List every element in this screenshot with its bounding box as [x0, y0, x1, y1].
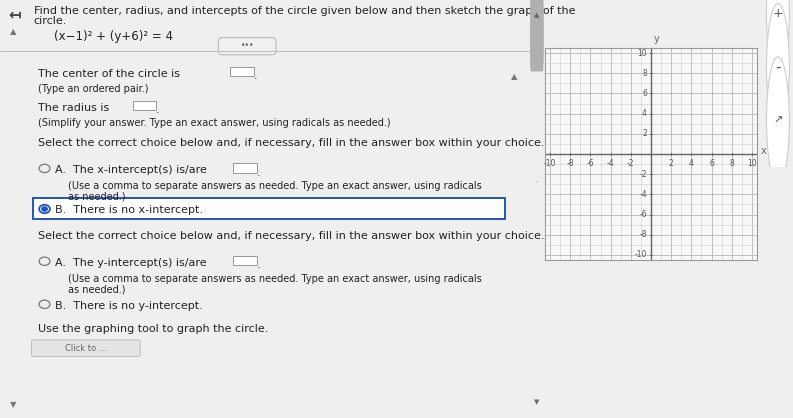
Text: 10: 10 — [638, 48, 647, 58]
FancyBboxPatch shape — [230, 67, 255, 76]
Text: Click to …: Click to … — [65, 344, 107, 353]
Text: ▲: ▲ — [10, 27, 17, 36]
Text: 4: 4 — [642, 109, 647, 118]
FancyBboxPatch shape — [32, 340, 140, 357]
Circle shape — [767, 3, 789, 130]
Text: 8: 8 — [730, 159, 734, 168]
Text: 6: 6 — [642, 89, 647, 98]
Text: (Use a comma to separate answers as needed. Type an exact answer, using radicals: (Use a comma to separate answers as need… — [68, 181, 481, 191]
Text: ↗: ↗ — [773, 115, 783, 125]
Text: ▼: ▼ — [10, 400, 17, 409]
Text: -2: -2 — [639, 170, 647, 178]
FancyBboxPatch shape — [33, 198, 505, 219]
Text: -4: -4 — [639, 190, 647, 199]
Text: B.  There is no x-intercept.: B. There is no x-intercept. — [56, 205, 204, 215]
Text: 8: 8 — [642, 69, 647, 78]
Text: .: . — [156, 105, 159, 115]
Text: -6: -6 — [639, 210, 647, 219]
Text: ▲: ▲ — [511, 72, 517, 82]
Text: The radius is: The radius is — [38, 103, 109, 113]
Text: -10: -10 — [634, 250, 647, 260]
Text: A.  The y-intercept(s) is/are: A. The y-intercept(s) is/are — [56, 258, 207, 268]
Text: x: x — [761, 146, 767, 156]
Circle shape — [42, 207, 48, 211]
Text: 10: 10 — [747, 159, 757, 168]
Text: ▲: ▲ — [534, 13, 539, 18]
Text: -4: -4 — [607, 159, 615, 168]
Text: Find the center, radius, and intercepts of the circle given below and then sketc: Find the center, radius, and intercepts … — [33, 6, 575, 16]
Text: (x−1)² + (y+6)² = 4: (x−1)² + (y+6)² = 4 — [55, 30, 174, 43]
Text: The center of the circle is: The center of the circle is — [38, 69, 180, 79]
Text: y: y — [653, 34, 659, 44]
Circle shape — [767, 57, 789, 184]
Text: •••: ••• — [240, 41, 254, 50]
Text: A.  The x-intercept(s) is/are: A. The x-intercept(s) is/are — [56, 165, 207, 175]
Circle shape — [767, 0, 789, 77]
Text: -6: -6 — [587, 159, 594, 168]
Text: 6: 6 — [709, 159, 714, 168]
FancyBboxPatch shape — [132, 101, 156, 110]
Text: 2: 2 — [642, 129, 647, 138]
Text: ▼: ▼ — [534, 400, 539, 405]
Text: 2: 2 — [668, 159, 673, 168]
Text: -2: -2 — [627, 159, 634, 168]
Text: .: . — [254, 71, 257, 82]
Text: (Simplify your answer. Type an exact answer, using radicals as needed.): (Simplify your answer. Type an exact ans… — [38, 118, 391, 128]
Text: as needed.): as needed.) — [68, 191, 125, 201]
Text: ↤: ↤ — [8, 8, 21, 23]
Text: +: + — [772, 7, 783, 20]
Text: .: . — [256, 260, 260, 270]
Text: (Use a comma to separate answers as needed. Type an exact answer, using radicals: (Use a comma to separate answers as need… — [68, 274, 481, 284]
Text: -8: -8 — [566, 159, 574, 168]
FancyBboxPatch shape — [218, 38, 276, 55]
Text: -10: -10 — [544, 159, 556, 168]
Text: circle.: circle. — [33, 16, 67, 26]
FancyBboxPatch shape — [233, 256, 257, 265]
Text: -8: -8 — [639, 230, 647, 239]
Text: .: . — [256, 168, 260, 178]
Text: Select the correct choice below and, if necessary, fill in the answer box within: Select the correct choice below and, if … — [38, 231, 545, 241]
Text: (Type an ordered pair.): (Type an ordered pair.) — [38, 84, 148, 94]
Text: as needed.): as needed.) — [68, 284, 125, 294]
Text: B.  There is no y-intercept.: B. There is no y-intercept. — [56, 301, 203, 311]
Text: Select the correct choice below and, if necessary, fill in the answer box within: Select the correct choice below and, if … — [38, 138, 545, 148]
Text: 4: 4 — [689, 159, 694, 168]
Text: -: - — [776, 59, 780, 74]
Text: ..: .. — [534, 177, 539, 183]
FancyBboxPatch shape — [531, 0, 543, 71]
FancyBboxPatch shape — [233, 163, 257, 173]
Text: Use the graphing tool to graph the circle.: Use the graphing tool to graph the circl… — [38, 324, 268, 334]
